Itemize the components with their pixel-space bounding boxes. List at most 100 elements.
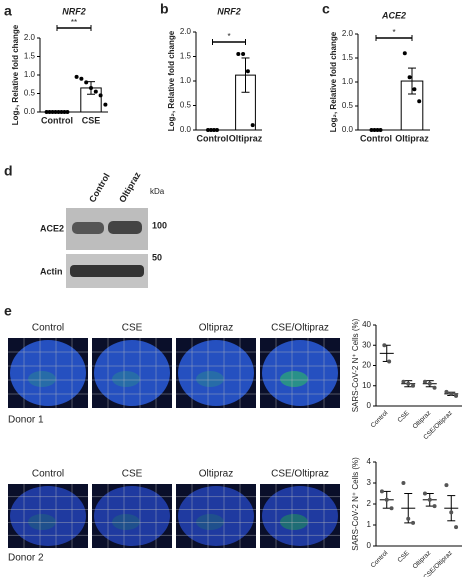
y-tick-label: 1 <box>367 520 372 529</box>
data-point <box>215 128 219 132</box>
x-tick-label: Control <box>41 115 73 125</box>
y-tick-label: 10 <box>362 381 371 390</box>
donor-label: Donor 1 <box>8 415 44 426</box>
data-point <box>432 385 437 390</box>
chart-title: ACE2 <box>381 10 406 20</box>
band <box>108 221 142 234</box>
band <box>72 222 104 234</box>
data-point <box>449 391 454 396</box>
data-point <box>74 74 79 79</box>
y-tick-label: 0.5 <box>24 89 36 98</box>
y-tick-label: 40 <box>362 320 371 329</box>
data-point <box>44 110 49 114</box>
image-label: Oltipraz <box>199 469 233 480</box>
stain <box>112 514 140 530</box>
data-point <box>411 383 416 388</box>
y-tick-label: 3 <box>367 478 372 487</box>
image-label: CSE/Oltipraz <box>271 469 329 480</box>
y-tick-label: 2 <box>367 499 372 508</box>
data-point <box>98 93 103 98</box>
data-point <box>209 128 213 132</box>
error-bar <box>241 57 250 93</box>
y-tick-label: 0.0 <box>24 107 36 116</box>
data-point <box>454 525 459 530</box>
kda-label: kDa <box>150 187 165 196</box>
lane-label: Control <box>87 171 112 204</box>
y-axis-label: Log₂, Relative fold change <box>329 31 338 132</box>
data-point <box>59 110 64 114</box>
x-tick-label: CSE <box>396 549 411 564</box>
y-tick-label: 0 <box>367 541 372 550</box>
tissue <box>94 486 170 546</box>
y-tick-label: 4 <box>367 457 372 466</box>
data-point <box>47 110 52 114</box>
y-tick-label: 0 <box>367 401 372 410</box>
data-point <box>93 89 98 94</box>
data-point <box>84 80 89 85</box>
data-point <box>402 51 407 56</box>
error-bar <box>447 495 456 522</box>
data-point <box>387 359 392 364</box>
y-tick-label: 2.0 <box>24 33 36 42</box>
y-tick-label: 0.0 <box>342 125 354 134</box>
x-tick-label: CSE <box>82 115 101 125</box>
y-tick-label: 30 <box>362 340 371 349</box>
data-point <box>103 102 108 107</box>
significance: ** <box>71 18 77 27</box>
data-point <box>417 99 422 104</box>
marker: 50 <box>152 252 162 262</box>
data-point <box>401 379 406 384</box>
data-point <box>236 52 241 57</box>
image-label: Oltipraz <box>199 323 233 334</box>
data-point <box>444 483 449 488</box>
stain <box>196 371 224 387</box>
data-point <box>378 128 383 132</box>
image-label: CSE <box>122 323 143 334</box>
tissue <box>178 340 254 406</box>
band <box>70 265 144 277</box>
data-point <box>382 343 387 348</box>
data-point <box>379 489 384 494</box>
y-tick-label: 20 <box>362 361 371 370</box>
significance: * <box>227 32 230 41</box>
y-axis-label: SARS-CoV-2 N⁺ Cells (%) <box>351 457 360 551</box>
data-point <box>407 75 412 80</box>
data-point <box>375 128 380 132</box>
panel-letter: a <box>4 3 12 19</box>
y-tick-label: 0.0 <box>180 125 192 134</box>
lane-label: Oltipraz <box>117 170 143 204</box>
data-point <box>206 128 210 132</box>
stain <box>28 371 56 387</box>
y-tick-label: 1.0 <box>342 77 354 86</box>
panel-letter: d <box>4 163 13 179</box>
y-tick-label: 1.5 <box>180 52 192 61</box>
stain <box>28 514 56 530</box>
data-point <box>89 85 93 90</box>
x-tick-label: Control <box>370 549 390 569</box>
data-point <box>384 497 389 502</box>
data-point <box>411 520 416 525</box>
marker: 100 <box>152 220 167 230</box>
tissue <box>10 486 86 546</box>
tissue <box>178 486 254 546</box>
data-point <box>422 379 427 384</box>
data-point <box>369 128 374 132</box>
data-point <box>449 510 454 515</box>
x-tick-label: Control <box>360 133 392 143</box>
y-tick-label: 1.5 <box>24 52 36 61</box>
stain <box>112 371 140 387</box>
image-label: Control <box>32 469 64 480</box>
y-axis-label: SARS-CoV-2 N⁺ Cells (%) <box>351 318 360 412</box>
chart-title: NRF2 <box>62 6 86 16</box>
data-point <box>444 389 449 394</box>
data-point <box>427 497 432 502</box>
image-label: CSE/Oltipraz <box>271 323 329 334</box>
y-tick-label: 1.5 <box>342 53 354 62</box>
panel-letter: e <box>4 303 12 319</box>
error-bar <box>408 67 416 95</box>
x-tick-label: Control <box>197 133 229 143</box>
data-point <box>241 52 246 57</box>
data-point <box>432 504 437 509</box>
data-point <box>401 481 406 485</box>
